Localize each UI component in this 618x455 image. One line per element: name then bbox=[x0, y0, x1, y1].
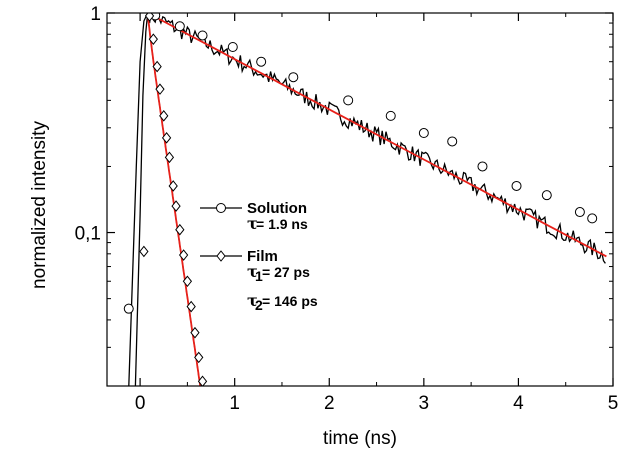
film-point bbox=[190, 326, 200, 339]
x-tick-label: 4 bbox=[513, 393, 524, 414]
x-tick-label: 1 bbox=[229, 393, 240, 414]
film-point bbox=[197, 375, 208, 386]
legend-parameter: = 27 ps bbox=[262, 264, 310, 280]
film-point bbox=[155, 83, 165, 95]
data-curves bbox=[123, 13, 607, 386]
solution-point bbox=[227, 42, 238, 53]
axis-tick-labels: 0 1 2 3 4 5 0,1 1 bbox=[75, 4, 618, 414]
y-axis-label: normalized intensity bbox=[29, 121, 50, 289]
film-point bbox=[144, 13, 155, 22]
film-point bbox=[148, 33, 158, 45]
film-point bbox=[159, 110, 169, 122]
film-point bbox=[152, 60, 162, 73]
legend-parameter: = 146 ps bbox=[262, 293, 318, 309]
legend-tau-symbol: τ bbox=[247, 291, 258, 310]
film-point bbox=[139, 245, 149, 258]
solution-point bbox=[477, 161, 488, 172]
film-point bbox=[186, 300, 196, 313]
film-fit-line bbox=[146, 13, 202, 386]
film-point bbox=[178, 249, 189, 261]
x-axis-label: time (ns) bbox=[323, 428, 397, 449]
legend-tau-symbol: τ bbox=[247, 262, 258, 281]
y-tick-label: 1 bbox=[90, 4, 101, 25]
plot-frame bbox=[106, 12, 614, 387]
x-tick-label: 0 bbox=[135, 393, 146, 414]
solution-point bbox=[385, 110, 396, 121]
y-tick-label: 0,1 bbox=[75, 224, 101, 245]
solution-point bbox=[447, 136, 458, 147]
solution-data-line bbox=[128, 13, 606, 386]
axis-ticks bbox=[107, 12, 614, 386]
legend-tau-subscript: 2 bbox=[255, 297, 263, 313]
solution-point bbox=[541, 190, 552, 201]
x-tick-label: 2 bbox=[324, 393, 335, 414]
legend-tau-subscript: 1 bbox=[255, 268, 263, 284]
film-point bbox=[168, 180, 178, 192]
film-point bbox=[175, 223, 185, 236]
film-point bbox=[194, 351, 204, 364]
x-tick-label: 5 bbox=[608, 393, 618, 414]
legend-marker-diamond bbox=[216, 250, 226, 262]
solution-point bbox=[418, 128, 429, 139]
solution-fit-line bbox=[147, 13, 607, 258]
solution-point bbox=[288, 72, 299, 83]
solution-point bbox=[256, 56, 267, 67]
legend-label: Film bbox=[247, 248, 278, 265]
legend-label: Solution bbox=[247, 200, 307, 217]
solution-point bbox=[511, 180, 522, 191]
film-point bbox=[161, 132, 172, 144]
solution-point bbox=[343, 95, 354, 106]
film-point bbox=[182, 275, 193, 288]
legend-parameter: = 1.9 ns bbox=[256, 216, 308, 232]
legend-marker-circle bbox=[216, 203, 226, 213]
solution-point bbox=[587, 213, 598, 224]
solution-point bbox=[123, 303, 134, 314]
film-point bbox=[164, 151, 175, 164]
legend-tau-symbol: τ bbox=[247, 214, 258, 233]
solution-point bbox=[197, 30, 208, 41]
solution-point bbox=[574, 207, 585, 218]
solution-point bbox=[174, 21, 185, 32]
film-point bbox=[171, 200, 181, 212]
x-tick-label: 3 bbox=[419, 393, 430, 414]
